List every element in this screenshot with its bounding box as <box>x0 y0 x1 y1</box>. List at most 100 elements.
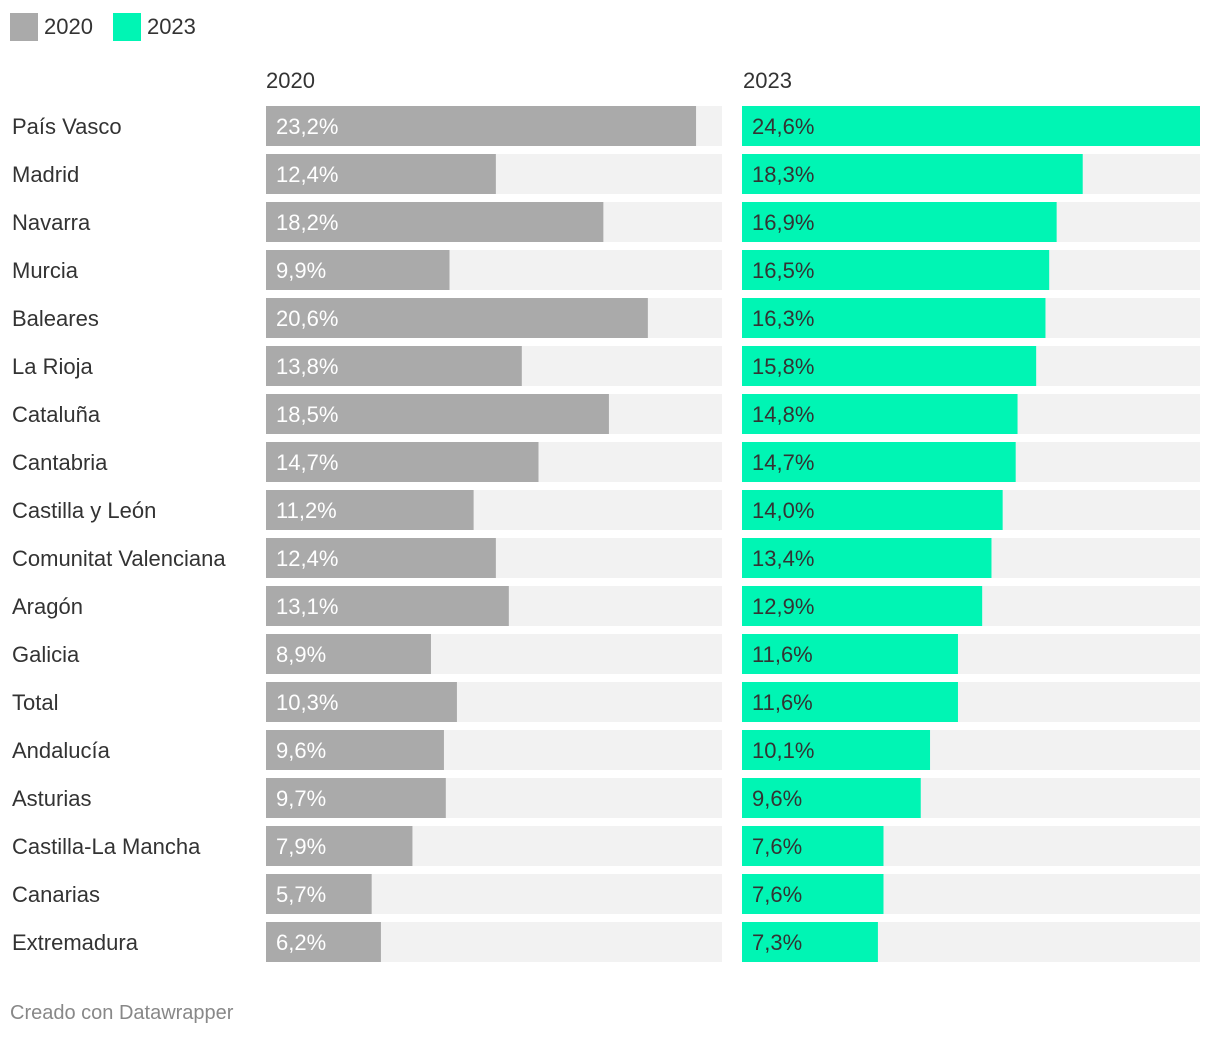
bar-2020-pais-vasco <box>266 106 697 146</box>
bar-2020-navarra <box>266 202 604 242</box>
bar-2020-murcia <box>266 250 450 290</box>
value-label-2020-murcia: 9,9% <box>276 258 326 283</box>
value-label-2020-comunitat-valenciana: 12,4% <box>276 546 338 571</box>
bar-2023-extremadura <box>742 922 878 962</box>
bar-2023-galicia <box>742 634 958 674</box>
category-label-cataluna: Cataluña <box>12 402 101 427</box>
bar-2023-castilla-y-leon <box>742 490 1003 530</box>
legend-swatch-2023 <box>112 13 141 41</box>
bar-2023-total <box>742 682 958 722</box>
category-label-asturias: Asturias <box>12 786 91 811</box>
value-label-2023-navarra: 16,9% <box>752 210 814 235</box>
value-label-2023-cataluna: 14,8% <box>752 402 814 427</box>
category-label-castilla-la-mancha: Castilla-La Mancha <box>12 834 201 859</box>
bar-2020-cantabria <box>266 442 539 482</box>
footer-credit: Creado con Datawrapper <box>10 1002 234 1024</box>
category-label-cantabria: Cantabria <box>12 450 108 475</box>
category-label-galicia: Galicia <box>12 642 80 667</box>
bar-2023-canarias <box>742 874 884 914</box>
value-label-2023-andalucia: 10,1% <box>752 738 814 763</box>
legend-item-2020: 2020 <box>10 13 93 41</box>
bar-2020-galicia <box>266 634 431 674</box>
value-label-2023-pais-vasco: 24,6% <box>752 114 814 139</box>
legend-swatch-2020 <box>10 13 38 41</box>
bar-2023-la-rioja <box>742 346 1037 386</box>
category-label-comunitat-valenciana: Comunitat Valenciana <box>12 546 226 571</box>
value-label-2023-castilla-la-mancha: 7,6% <box>752 834 802 859</box>
bar-2023-castilla-la-mancha <box>742 826 884 866</box>
value-label-2020-canarias: 5,7% <box>276 882 326 907</box>
value-label-2020-castilla-la-mancha: 7,9% <box>276 834 326 859</box>
value-label-2020-navarra: 18,2% <box>276 210 338 235</box>
bar-chart: País Vasco 23,2% 24,6% Madrid 12,4% 18,3% Nava… <box>12 106 1200 962</box>
value-label-2020-galicia: 8,9% <box>276 642 326 667</box>
bar-2020-comunitat-valenciana <box>266 538 496 578</box>
category-label-aragon: Aragón <box>12 594 83 619</box>
category-label-navarra: Navarra <box>12 210 91 235</box>
category-label-andalucia: Andalucía <box>12 738 111 763</box>
bar-2020-madrid <box>266 154 496 194</box>
value-label-2023-galicia: 11,6% <box>752 642 813 667</box>
category-label-la-rioja: La Rioja <box>12 354 93 379</box>
bar-2020-baleares <box>266 298 648 338</box>
value-label-2020-baleares: 20,6% <box>276 306 338 331</box>
value-label-2023-extremadura: 7,3% <box>752 930 802 955</box>
bar-2020-asturias <box>266 778 446 818</box>
value-label-2023-baleares: 16,3% <box>752 306 814 331</box>
category-label-total: Total <box>12 690 58 715</box>
bar-2023-aragon <box>742 586 983 626</box>
value-label-2023-castilla-y-leon: 14,0% <box>752 498 814 523</box>
value-label-2020-cataluna: 18,5% <box>276 402 338 427</box>
value-label-2023-murcia: 16,5% <box>752 258 814 283</box>
value-label-2020-la-rioja: 13,8% <box>276 354 338 379</box>
value-label-2020-asturias: 9,7% <box>276 786 326 811</box>
value-label-2023-la-rioja: 15,8% <box>752 354 814 379</box>
bar-2023-madrid <box>742 154 1083 194</box>
bar-2023-baleares <box>742 298 1046 338</box>
bar-2020-cataluna <box>266 394 609 434</box>
bar-2020-total <box>266 682 457 722</box>
bar-2023-cantabria <box>742 442 1016 482</box>
bar-2020-aragon <box>266 586 509 626</box>
legend: 2020 2023 <box>10 12 216 42</box>
column-title-2020: 2020 <box>266 68 315 93</box>
bar-2020-castilla-la-mancha <box>266 826 413 866</box>
category-label-madrid: Madrid <box>12 162 79 187</box>
bar-2020-castilla-y-leon <box>266 490 474 530</box>
category-label-pais-vasco: País Vasco <box>12 114 122 139</box>
value-label-2020-castilla-y-leon: 11,2% <box>276 498 337 523</box>
value-label-2023-comunitat-valenciana: 13,4% <box>752 546 814 571</box>
value-label-2020-aragon: 13,1% <box>276 594 338 619</box>
bar-2023-cataluna <box>742 394 1018 434</box>
category-label-murcia: Murcia <box>12 258 79 283</box>
value-label-2023-aragon: 12,9% <box>752 594 814 619</box>
bar-2020-canarias <box>266 874 372 914</box>
value-label-2020-extremadura: 6,2% <box>276 930 326 955</box>
bar-2023-navarra <box>742 202 1057 242</box>
value-label-2023-canarias: 7,6% <box>752 882 802 907</box>
bar-2020-andalucia <box>266 730 444 770</box>
bar-2023-asturias <box>742 778 921 818</box>
bar-2023-andalucia <box>742 730 931 770</box>
value-label-2020-total: 10,3% <box>276 690 338 715</box>
bar-2020-extremadura <box>266 922 381 962</box>
bar-2023-comunitat-valenciana <box>742 538 992 578</box>
column-title-2023: 2023 <box>743 68 792 93</box>
legend-label-2020: 2020 <box>44 14 93 39</box>
bar-2020-la-rioja <box>266 346 522 386</box>
value-label-2020-cantabria: 14,7% <box>276 450 338 475</box>
value-label-2020-andalucia: 9,6% <box>276 738 326 763</box>
value-label-2020-madrid: 12,4% <box>276 162 338 187</box>
category-label-baleares: Baleares <box>12 306 99 331</box>
value-label-2020-pais-vasco: 23,2% <box>276 114 338 139</box>
category-label-castilla-y-leon: Castilla y León <box>12 498 156 523</box>
legend-item-2023: 2023 <box>112 13 196 41</box>
category-label-extremadura: Extremadura <box>12 930 139 955</box>
legend-label-2023: 2023 <box>146 14 196 39</box>
bar-2023-murcia <box>742 250 1050 290</box>
category-label-canarias: Canarias <box>12 882 100 907</box>
bar-2023-pais-vasco <box>742 106 1200 146</box>
value-label-2023-cantabria: 14,7% <box>752 450 814 475</box>
value-label-2023-madrid: 18,3% <box>752 162 814 187</box>
value-label-2023-total: 11,6% <box>752 690 813 715</box>
